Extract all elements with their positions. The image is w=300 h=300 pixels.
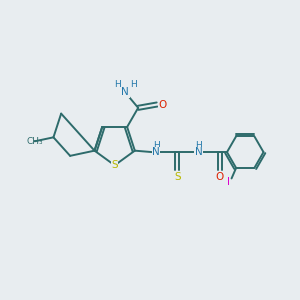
Text: S: S bbox=[174, 172, 181, 182]
Text: N: N bbox=[122, 88, 129, 98]
Text: I: I bbox=[226, 177, 230, 187]
Text: CH₃: CH₃ bbox=[26, 137, 43, 146]
Text: O: O bbox=[158, 100, 166, 110]
Text: H: H bbox=[130, 80, 137, 89]
Text: H: H bbox=[195, 141, 202, 150]
Text: H: H bbox=[114, 80, 120, 89]
Text: N: N bbox=[195, 147, 202, 157]
Text: O: O bbox=[215, 172, 224, 182]
Text: S: S bbox=[111, 160, 118, 170]
Text: H: H bbox=[153, 141, 159, 150]
Text: N: N bbox=[152, 147, 160, 157]
